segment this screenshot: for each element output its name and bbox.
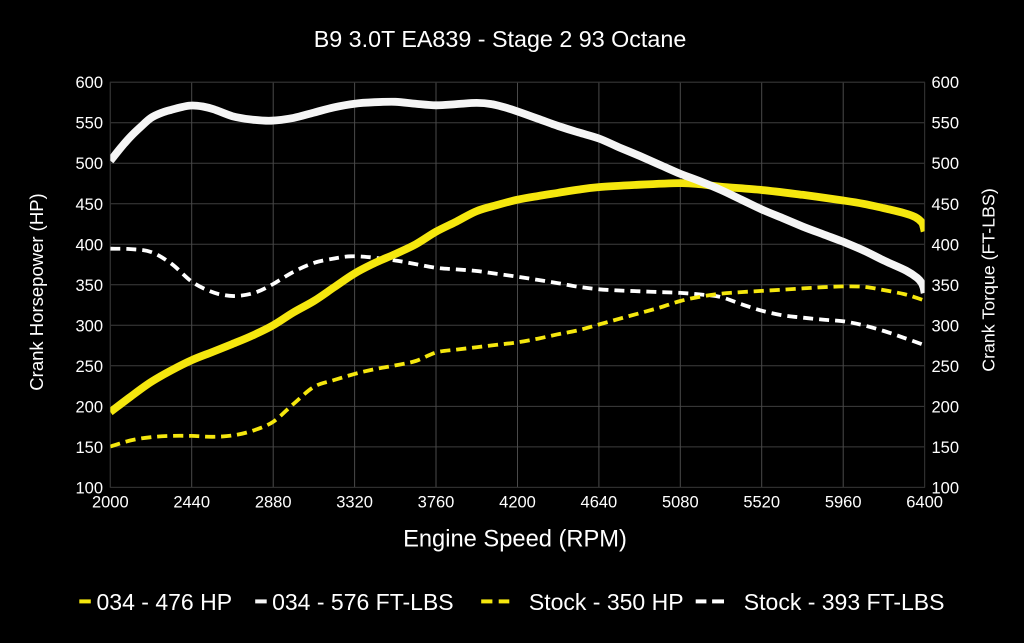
svg-text:Stock - 350 HP: Stock - 350 HP	[529, 589, 684, 615]
svg-text:3760: 3760	[418, 494, 455, 512]
svg-text:250: 250	[75, 358, 103, 376]
svg-text:200: 200	[75, 398, 103, 416]
svg-text:150: 150	[932, 439, 960, 457]
svg-text:2880: 2880	[255, 494, 292, 512]
svg-text:100: 100	[75, 479, 103, 497]
svg-text:400: 400	[75, 236, 103, 254]
svg-text:034 - 476 HP: 034 - 476 HP	[97, 589, 233, 615]
svg-text:Crank Horsepower (HP): Crank Horsepower (HP)	[26, 193, 47, 390]
svg-text:600: 600	[932, 74, 960, 92]
svg-text:450: 450	[75, 196, 103, 214]
svg-text:200: 200	[932, 398, 960, 416]
svg-text:2000: 2000	[92, 494, 129, 512]
svg-text:400: 400	[932, 236, 960, 254]
svg-text:600: 600	[75, 74, 103, 92]
svg-text:550: 550	[932, 115, 960, 133]
svg-text:350: 350	[75, 277, 103, 295]
svg-text:Engine Speed (RPM): Engine Speed (RPM)	[403, 527, 627, 553]
svg-text:150: 150	[75, 439, 103, 457]
svg-text:3320: 3320	[336, 494, 373, 512]
svg-text:Stock - 393 FT-LBS: Stock - 393 FT-LBS	[744, 589, 945, 615]
svg-text:100: 100	[932, 479, 960, 497]
svg-text:B9 3.0T EA839 - Stage 2 93 Oct: B9 3.0T EA839 - Stage 2 93 Octane	[314, 26, 687, 52]
svg-text:034 - 576 FT-LBS: 034 - 576 FT-LBS	[272, 589, 454, 615]
svg-text:550: 550	[75, 115, 103, 133]
svg-text:5520: 5520	[743, 494, 780, 512]
svg-text:5080: 5080	[662, 494, 699, 512]
svg-text:500: 500	[932, 155, 960, 173]
svg-text:4200: 4200	[499, 494, 536, 512]
svg-text:450: 450	[932, 196, 960, 214]
svg-text:300: 300	[75, 317, 103, 335]
svg-text:250: 250	[932, 358, 960, 376]
svg-text:5960: 5960	[825, 494, 862, 512]
svg-text:Crank Torque (FT-LBS): Crank Torque (FT-LBS)	[978, 188, 998, 371]
svg-text:4640: 4640	[581, 494, 618, 512]
svg-text:300: 300	[932, 317, 960, 335]
svg-text:350: 350	[932, 277, 960, 295]
svg-text:2440: 2440	[173, 494, 210, 512]
svg-text:6400: 6400	[906, 494, 943, 512]
svg-text:500: 500	[75, 155, 103, 173]
